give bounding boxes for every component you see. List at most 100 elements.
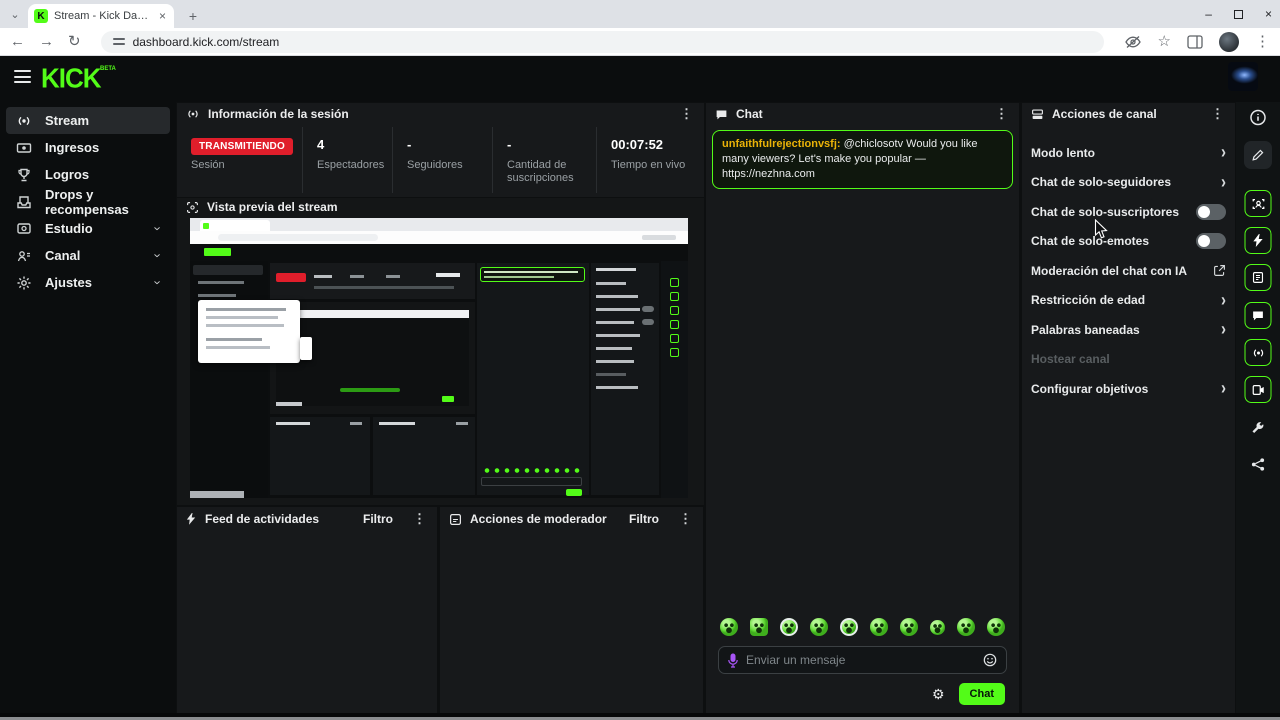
chat-username[interactable]: unfaithfulrejectionvsfj: — [722, 138, 841, 150]
sidebar-item-ingresos[interactable]: Ingresos — [6, 134, 170, 161]
chat-message-input[interactable] — [746, 653, 975, 667]
feed-filter-button[interactable]: Filtro — [363, 512, 393, 526]
sidebar-item-stream[interactable]: Stream — [6, 107, 170, 134]
trophy-icon — [18, 168, 30, 181]
panel-title: Acciones de canal — [1052, 107, 1157, 121]
window-restore-button[interactable] — [1233, 9, 1243, 19]
action-palabras-baneadas[interactable]: Palabras baneadas › — [1022, 315, 1235, 345]
broadcast-icon — [188, 110, 198, 118]
emote-icon[interactable] — [780, 618, 798, 636]
solo-suscriptores-toggle[interactable] — [1196, 203, 1226, 220]
panel-menu-icon[interactable]: ⋮ — [995, 106, 1008, 121]
action-solo-suscriptores: Chat de solo-suscriptores — [1022, 197, 1235, 227]
site-settings-icon[interactable] — [112, 37, 125, 47]
window-close-button[interactable]: × — [1264, 7, 1272, 21]
widget-stream-button[interactable] — [1244, 339, 1272, 366]
stat-label: Seguidores — [407, 159, 463, 171]
solo-emotes-toggle[interactable] — [1196, 233, 1226, 250]
edit-layout-pencil-icon[interactable] — [1244, 141, 1272, 169]
panel-menu-icon[interactable]: ⋮ — [680, 106, 693, 121]
action-solo-seguidores[interactable]: Chat de solo-seguidores › — [1022, 168, 1235, 198]
hamburger-menu-icon[interactable] — [14, 70, 31, 83]
panel-menu-icon[interactable]: ⋮ — [679, 511, 692, 526]
chat-send-button[interactable]: Chat — [958, 683, 1005, 705]
chat-message[interactable]: unfaithfulrejectionvsfj: @chiclosotv Wou… — [712, 130, 1013, 189]
share-nodes-icon[interactable] — [1251, 457, 1266, 472]
widget-activity-button[interactable] — [1244, 227, 1272, 254]
kick-favicon-icon: K — [34, 9, 48, 23]
emote-icon[interactable] — [870, 618, 888, 636]
sidebar-item-drops[interactable]: Drops y recompensas — [6, 186, 170, 217]
action-restriccion-edad[interactable]: Restricción de edad › — [1022, 286, 1235, 316]
stat-sesion: TRANSMITIENDO Sesión — [177, 127, 302, 193]
action-moderacion-ia[interactable]: Moderación del chat con IA — [1022, 256, 1235, 286]
panel-menu-icon[interactable]: ⋮ — [413, 511, 426, 526]
chevron-down-icon: › — [150, 280, 166, 285]
stat-value: 00:07:52 — [611, 137, 664, 152]
reload-icon[interactable]: ↻ — [68, 33, 81, 50]
emote-icon[interactable] — [957, 618, 975, 636]
browser-tab[interactable]: K Stream - Kick Dashboard × — [28, 4, 174, 28]
window-minimize-button[interactable]: – — [1205, 7, 1212, 21]
stat-label: Tiempo en vivo — [611, 159, 686, 171]
broadcast-icon — [18, 116, 30, 125]
sidebar-item-estudio[interactable]: Estudio › — [6, 215, 170, 242]
info-icon[interactable] — [1250, 109, 1267, 126]
new-tab-button[interactable]: + — [188, 8, 198, 24]
window-bottom-edge — [0, 713, 1280, 717]
widget-scenes-button[interactable] — [1244, 376, 1272, 403]
emote-icon[interactable] — [750, 618, 768, 636]
mouse-cursor — [1094, 219, 1108, 239]
chevron-down-icon: › — [150, 253, 166, 258]
panel-menu-icon[interactable]: ⋮ — [1211, 106, 1224, 121]
mini-chat-message — [480, 267, 585, 282]
stat-label: Espectadores — [317, 159, 385, 171]
chevron-right-icon: › — [1221, 378, 1226, 400]
sidebar-item-ajustes[interactable]: Ajustes › — [6, 269, 170, 296]
widget-notes-button[interactable] — [1244, 264, 1272, 291]
eye-slash-icon[interactable] — [1124, 35, 1142, 49]
widget-chat-button[interactable] — [1244, 302, 1272, 329]
stream-preview-shot[interactable] — [190, 218, 688, 498]
studio-icon — [17, 222, 31, 234]
action-configurar-objetivos[interactable]: Configurar objetivos › — [1022, 374, 1235, 404]
emote-icon[interactable] — [930, 619, 945, 635]
panel-title: Acciones de moderador — [470, 512, 607, 526]
side-panel-icon[interactable] — [1187, 34, 1203, 49]
kick-logo[interactable]: KICK — [41, 61, 102, 95]
moderator-filter-button[interactable]: Filtro — [629, 512, 659, 526]
back-icon[interactable]: ← — [10, 33, 25, 50]
emote-icon[interactable] — [720, 618, 738, 636]
browser-profile-avatar[interactable] — [1219, 31, 1239, 52]
action-label: Chat de solo-suscriptores — [1031, 204, 1180, 219]
emote-icon[interactable] — [900, 618, 918, 636]
emote-icon[interactable] — [840, 618, 858, 636]
tab-close-icon[interactable]: × — [158, 9, 166, 23]
bookmark-star-icon[interactable]: ☆ — [1157, 33, 1171, 50]
microphone-icon[interactable] — [728, 653, 738, 668]
emote-picker-icon[interactable] — [983, 653, 997, 667]
sidebar-item-label: Drops y recompensas — [45, 186, 129, 217]
emote-icon[interactable] — [810, 618, 828, 636]
widget-studio-button[interactable] — [1244, 190, 1272, 217]
channel-icon — [17, 250, 30, 261]
tab-search-chevron-icon[interactable]: ⌄ — [10, 8, 20, 21]
forward-icon[interactable]: → — [39, 33, 54, 50]
wrench-icon[interactable] — [1251, 420, 1266, 435]
action-label: Chat de solo-emotes — [1031, 234, 1150, 249]
chat-message-text: @chiclosotv Would you like many viewers?… — [722, 138, 978, 180]
panel-title: Chat — [736, 107, 763, 121]
action-solo-emotes: Chat de solo-emotes — [1022, 227, 1235, 257]
sidebar-item-canal[interactable]: Canal › — [6, 242, 170, 269]
address-bar[interactable]: dashboard.kick.com/stream — [100, 30, 1104, 53]
chat-settings-gear-icon[interactable]: ⚙ — [931, 686, 945, 702]
emote-icon[interactable] — [987, 618, 1005, 636]
tab-title: Stream - Kick Dashboard — [54, 10, 151, 22]
user-avatar[interactable] — [1228, 62, 1258, 91]
action-modo-lento[interactable]: Modo lento › — [1022, 138, 1235, 168]
browser-menu-icon[interactable]: ⋮ — [1255, 33, 1270, 50]
quick-emote-row — [718, 618, 1007, 646]
sidebar-item-logros[interactable]: Logros — [6, 161, 170, 188]
action-label: Modo lento — [1031, 145, 1095, 160]
